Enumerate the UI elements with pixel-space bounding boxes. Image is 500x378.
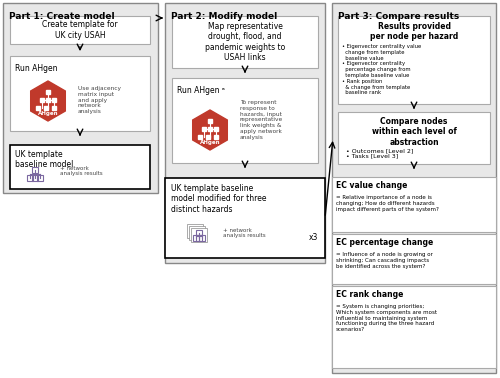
Text: EC value change: EC value change xyxy=(336,181,407,190)
FancyBboxPatch shape xyxy=(189,226,205,240)
Text: Run AHgen: Run AHgen xyxy=(15,64,58,73)
FancyBboxPatch shape xyxy=(10,145,150,189)
Text: EC percentage change: EC percentage change xyxy=(336,238,433,247)
FancyBboxPatch shape xyxy=(338,16,490,104)
Text: + network
analysis results: + network analysis results xyxy=(60,166,102,177)
Text: = System is changing priorities;
Which system components are most
influential to: = System is changing priorities; Which s… xyxy=(336,304,437,332)
Text: Run AHgen ᵃ: Run AHgen ᵃ xyxy=(177,86,225,95)
FancyBboxPatch shape xyxy=(165,3,325,263)
Text: • Eigenvector centrality value
  change from template
  baseline value
• Eigenve: • Eigenvector centrality value change fr… xyxy=(342,44,421,95)
Text: Part 1: Create model: Part 1: Create model xyxy=(9,12,115,21)
FancyBboxPatch shape xyxy=(187,224,203,238)
FancyBboxPatch shape xyxy=(191,228,207,242)
FancyBboxPatch shape xyxy=(165,178,325,258)
Text: EC rank change: EC rank change xyxy=(336,290,404,299)
Text: AHgen: AHgen xyxy=(38,111,58,116)
Text: + network
analysis results: + network analysis results xyxy=(223,228,266,239)
FancyBboxPatch shape xyxy=(172,16,318,68)
Text: To represent
response to
hazards, input
representative
link weights &
apply netw: To represent response to hazards, input … xyxy=(240,100,283,140)
Text: UK template
baseline model: UK template baseline model xyxy=(15,150,74,169)
Text: Create template for
UK city USAH: Create template for UK city USAH xyxy=(42,20,118,40)
Text: = Relative importance of a node is
changing; How do different hazards
impact dif: = Relative importance of a node is chang… xyxy=(336,195,439,212)
FancyBboxPatch shape xyxy=(3,3,158,193)
Text: Use adjacency
matrix input
and apply
network
analysis: Use adjacency matrix input and apply net… xyxy=(78,86,121,114)
Polygon shape xyxy=(192,110,228,150)
FancyBboxPatch shape xyxy=(332,234,496,284)
FancyBboxPatch shape xyxy=(338,112,490,164)
FancyBboxPatch shape xyxy=(332,286,496,368)
Text: Results provided
per node per hazard: Results provided per node per hazard xyxy=(370,22,458,42)
Text: Compare nodes
within each level of
abstraction: Compare nodes within each level of abstr… xyxy=(372,117,456,147)
Text: • Outcomes [Level 2]
• Tasks [Level 3]: • Outcomes [Level 2] • Tasks [Level 3] xyxy=(346,148,414,159)
FancyBboxPatch shape xyxy=(172,78,318,163)
Text: = Influence of a node is growing or
shrinking; Can cascading impacts
be identifi: = Influence of a node is growing or shri… xyxy=(336,252,433,269)
Text: x3: x3 xyxy=(308,234,318,243)
FancyBboxPatch shape xyxy=(332,177,496,232)
Text: UK template baseline
model modified for three
distinct hazards: UK template baseline model modified for … xyxy=(171,184,266,214)
Text: AHgen: AHgen xyxy=(200,140,220,145)
FancyBboxPatch shape xyxy=(10,56,150,131)
Polygon shape xyxy=(30,81,66,121)
Text: Part 2: Modify model: Part 2: Modify model xyxy=(171,12,277,21)
FancyBboxPatch shape xyxy=(10,16,150,44)
Text: Part 3: Compare results: Part 3: Compare results xyxy=(338,12,459,21)
Text: Map representative
drought, flood, and
pandemic weights to
USAH links: Map representative drought, flood, and p… xyxy=(205,22,285,62)
FancyBboxPatch shape xyxy=(332,3,496,373)
